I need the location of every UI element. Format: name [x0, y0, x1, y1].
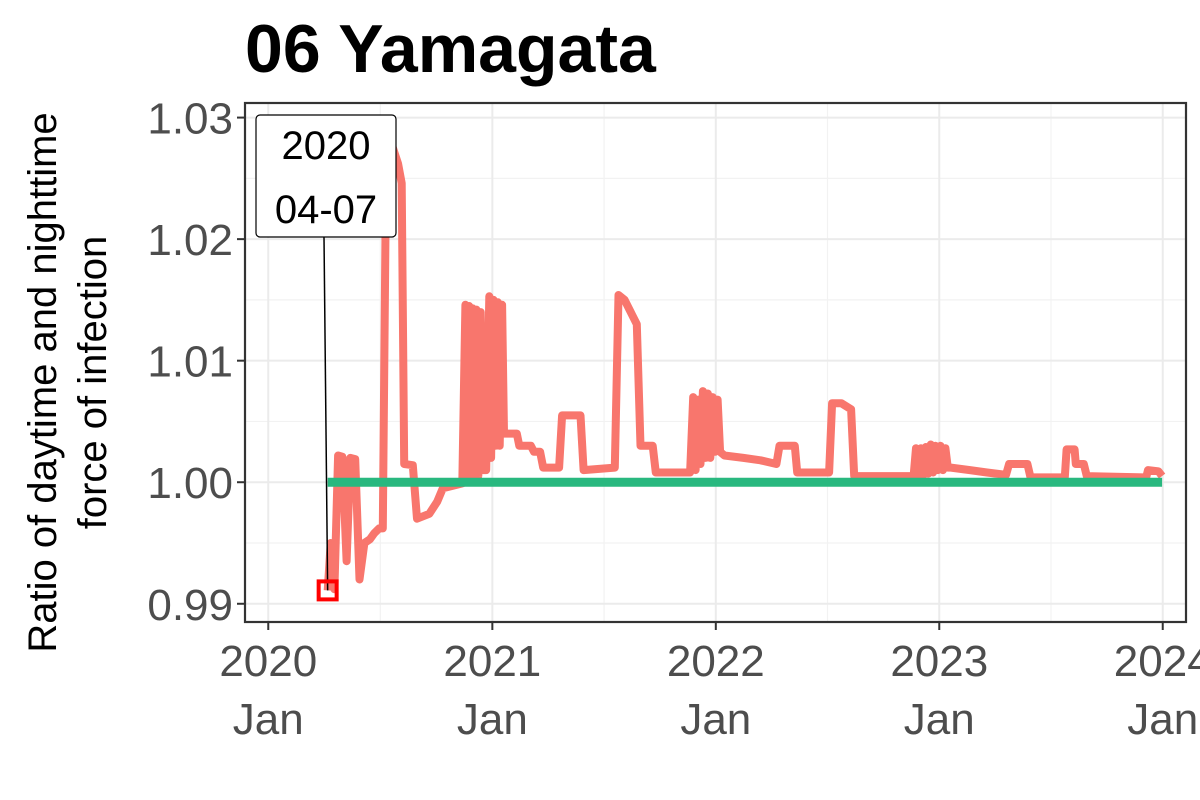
- annotation-label-box: [255, 114, 397, 238]
- series-line-ratio: [323, 127, 1166, 594]
- chart-title: 06 Yamagata: [245, 11, 657, 87]
- y-axis-label: Ratio of daytime and nighttime force of …: [21, 112, 115, 652]
- y-tick-label: 1.03: [147, 95, 233, 144]
- x-tick-label-year: 2023: [890, 637, 988, 686]
- x-tick-label-year: 2022: [667, 637, 765, 686]
- x-tick-label-year: 2020: [219, 637, 317, 686]
- annotation-label-line-1: 2020: [282, 124, 371, 168]
- y-tick-label: 1.01: [147, 338, 233, 387]
- x-tick-label-month: Jan: [457, 695, 528, 744]
- x-tick-label-year: 2024: [1114, 637, 1200, 686]
- x-tick-label-month: Jan: [904, 695, 975, 744]
- annotation-label-line-2: 04-07: [275, 188, 377, 232]
- y-tick-label: 1.00: [147, 459, 233, 508]
- y-axis-label-line-2: force of infection: [71, 236, 115, 530]
- y-tick-label: 1.02: [147, 216, 233, 265]
- x-tick-label-year: 2021: [443, 637, 541, 686]
- annotation-marker: [316, 579, 339, 602]
- y-axis-label-line-1: Ratio of daytime and nighttime: [21, 112, 65, 652]
- plot-area: 0.99 1.00 1.01 1.02 1.03 2020 Jan 2021 Jan 2022 Ja…: [147, 95, 1200, 744]
- y-tick-label: 0.99: [147, 581, 233, 630]
- annotation-leader-line: [323, 236, 329, 591]
- x-tick-label-month: Jan: [680, 695, 751, 744]
- x-tick-label-month: Jan: [233, 695, 304, 744]
- x-tick-label-month: Jan: [1127, 695, 1198, 744]
